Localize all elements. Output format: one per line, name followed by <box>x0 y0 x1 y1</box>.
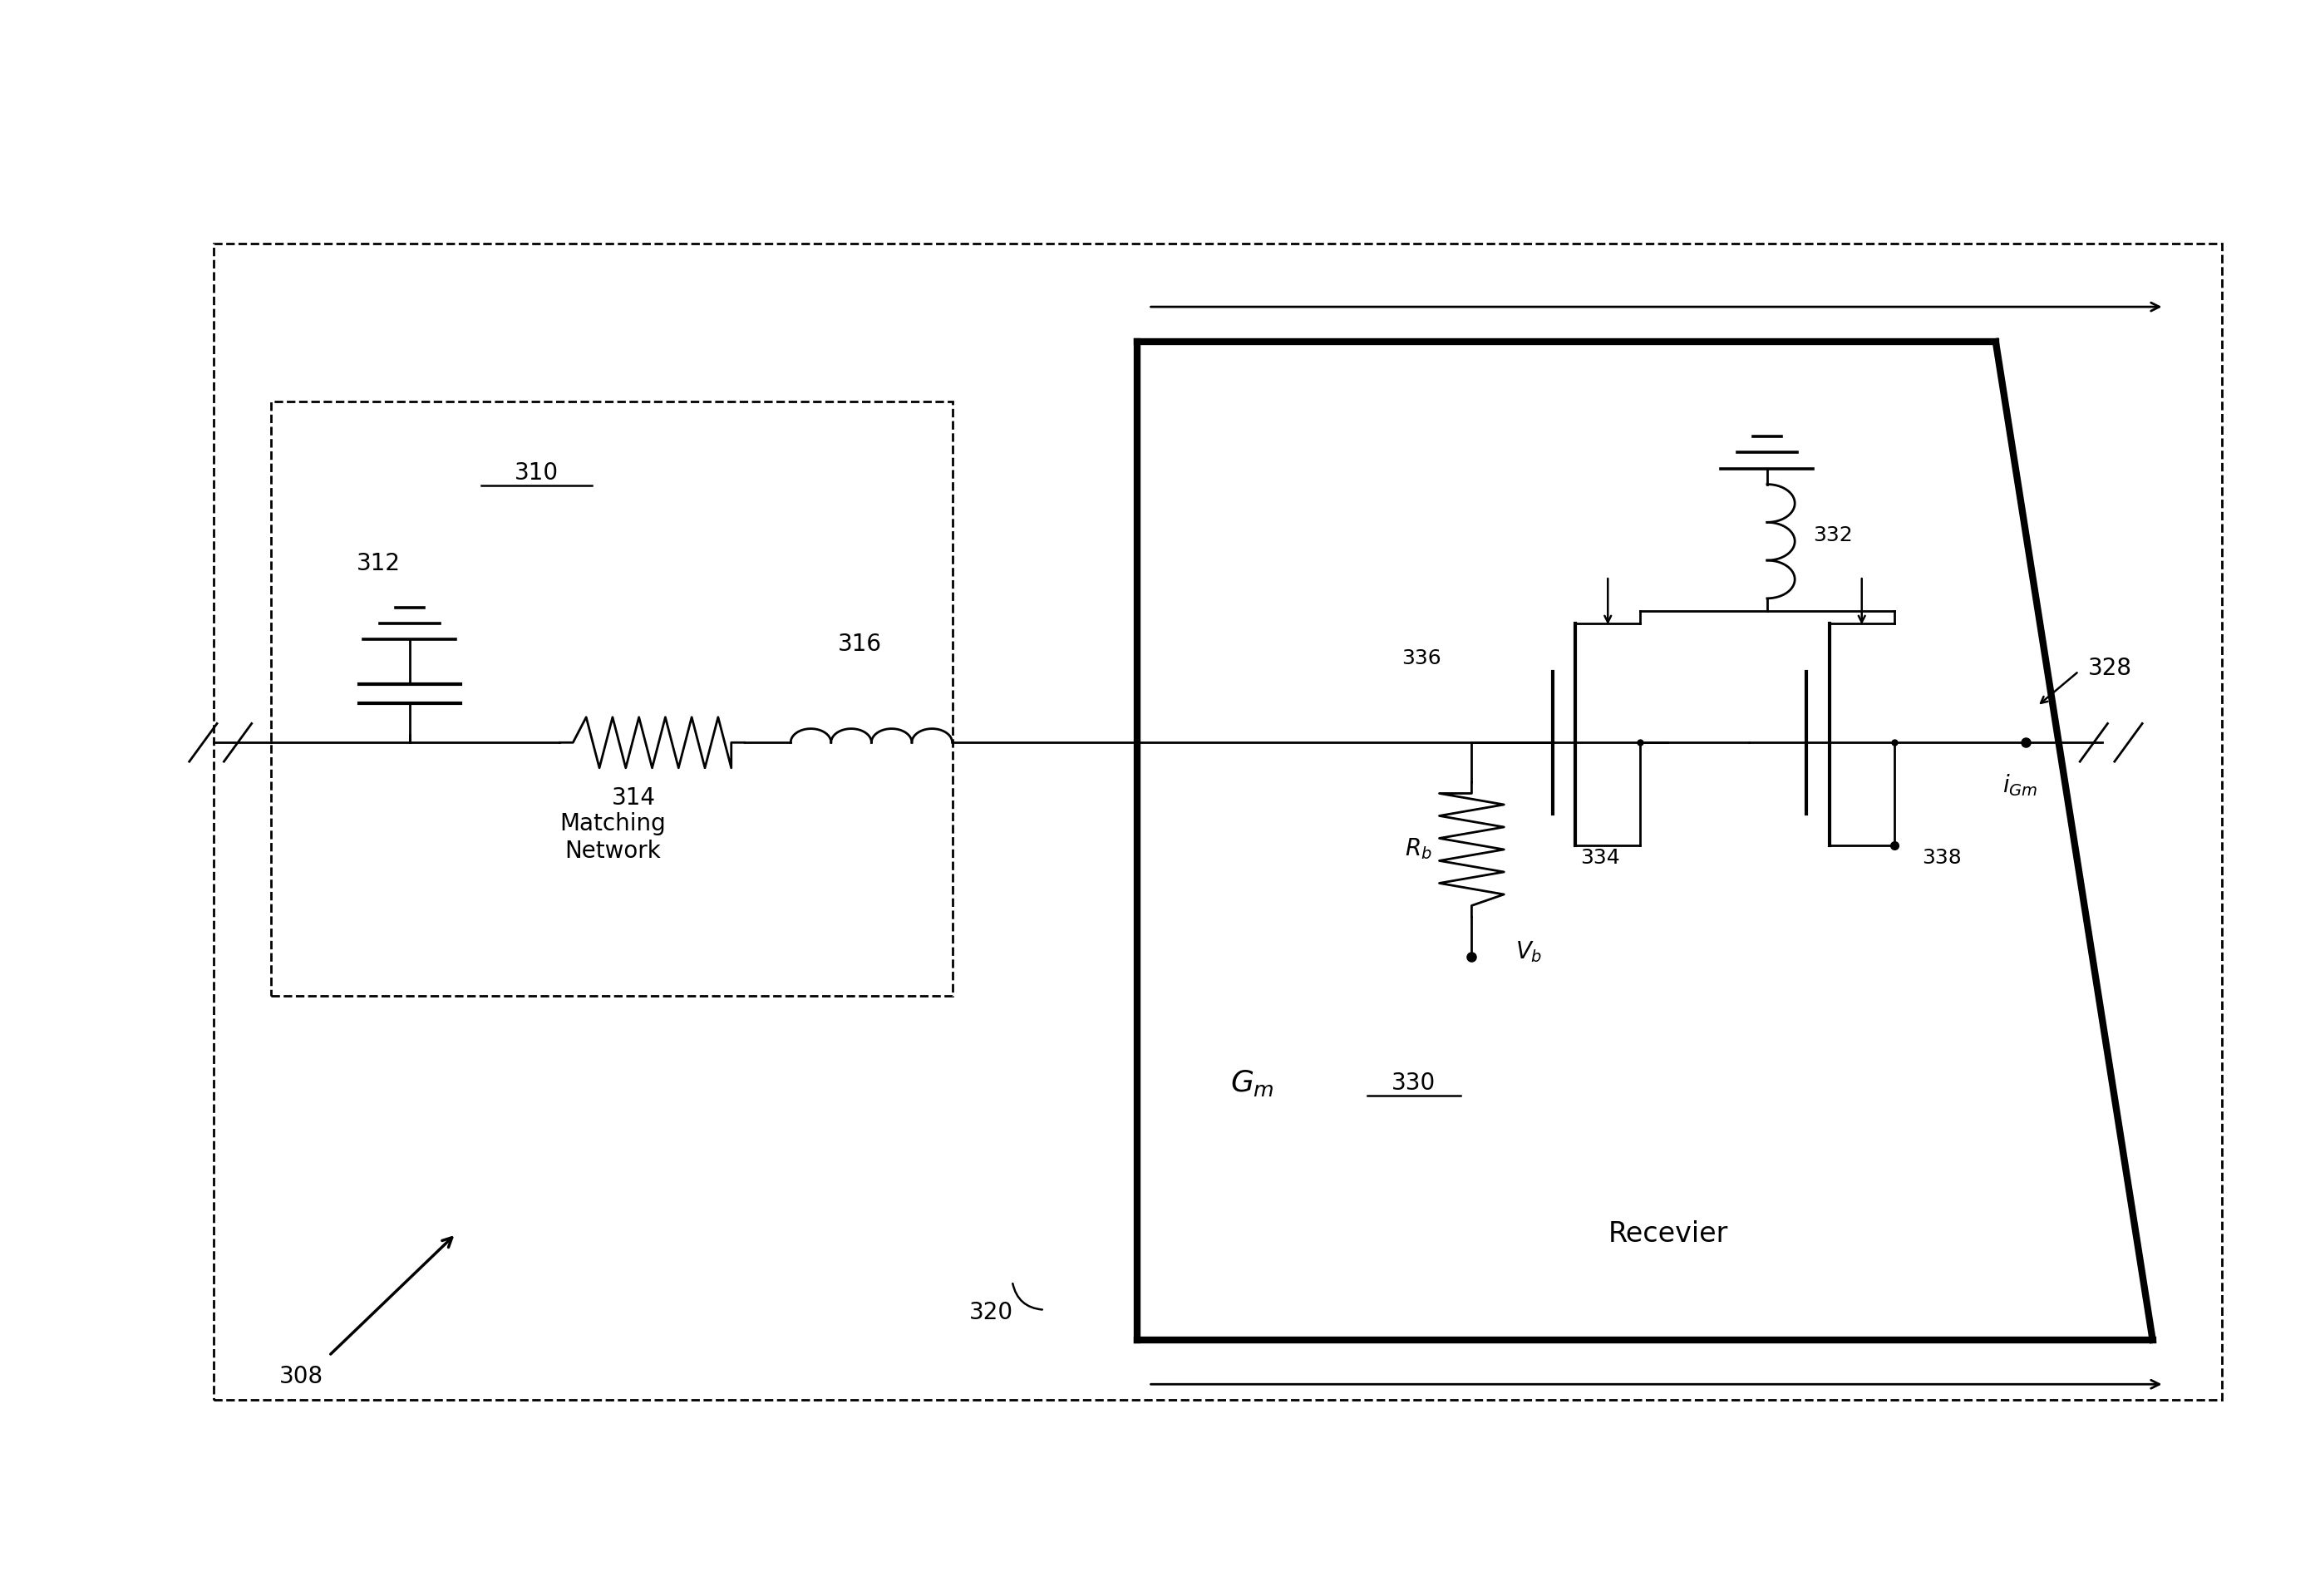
Text: 308: 308 <box>278 1365 322 1389</box>
Text: $G_m$: $G_m$ <box>1230 1068 1274 1098</box>
Text: 312: 312 <box>357 552 401 575</box>
Text: 334: 334 <box>1580 847 1619 868</box>
Text: 332: 332 <box>1814 525 1854 544</box>
Text: Recevier: Recevier <box>1608 1219 1728 1248</box>
Text: 320: 320 <box>970 1301 1014 1325</box>
Text: 314: 314 <box>612 787 657 809</box>
Text: Matching
Network: Matching Network <box>559 812 666 863</box>
Text: 328: 328 <box>2088 656 2132 680</box>
Text: $V_b$: $V_b$ <box>1515 940 1543 964</box>
Text: $i_{Gm}$: $i_{Gm}$ <box>2002 772 2037 798</box>
Text: $R_b$: $R_b$ <box>1406 836 1431 862</box>
Text: 310: 310 <box>515 461 559 485</box>
Text: 330: 330 <box>1392 1071 1436 1095</box>
Text: 338: 338 <box>1921 847 1960 868</box>
Text: 336: 336 <box>1401 648 1441 669</box>
Text: 316: 316 <box>838 632 882 656</box>
